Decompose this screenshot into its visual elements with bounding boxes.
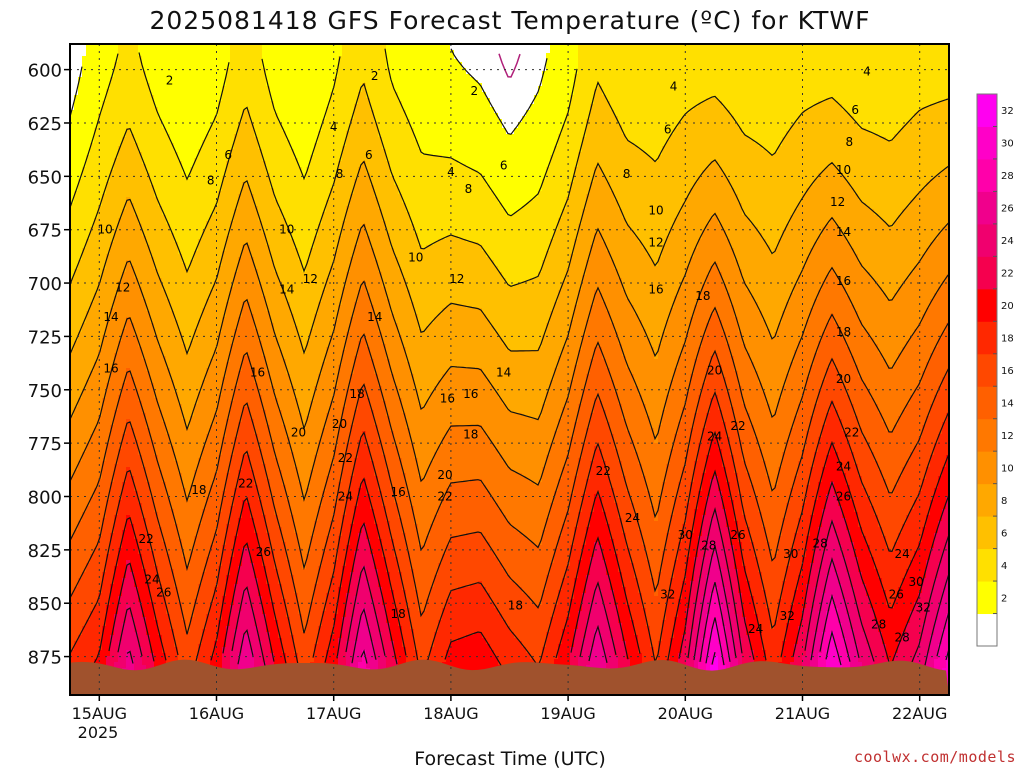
chart-title: 2025081418 GFS Forecast Temperature (ºC)…: [149, 6, 870, 35]
chart: 2025081418 GFS Forecast Temperature (ºC)…: [0, 0, 1024, 768]
